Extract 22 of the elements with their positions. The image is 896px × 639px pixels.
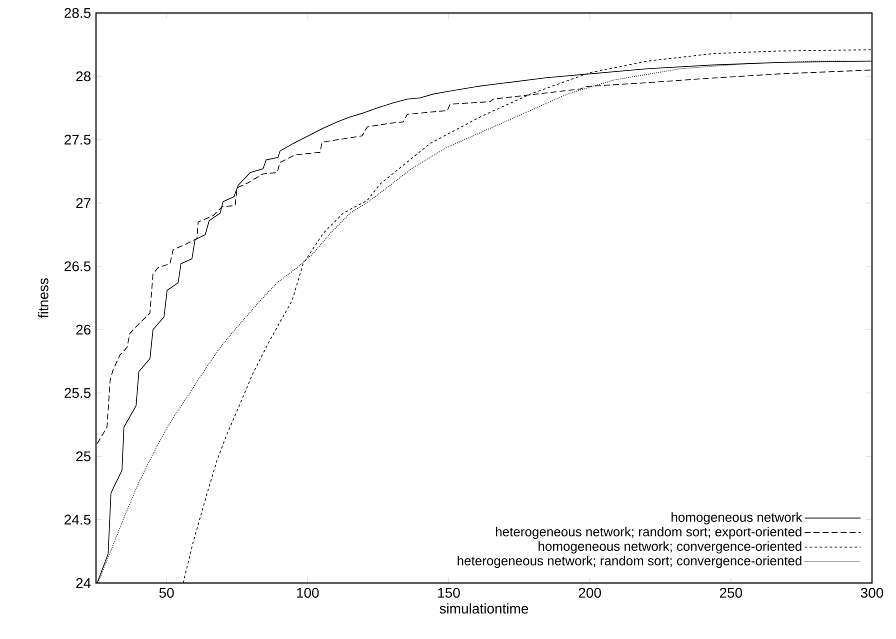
y-tick-label: 27.5	[64, 134, 91, 145]
y-tick-label: 24.5	[64, 514, 91, 525]
legend-label: heterogeneous network; random sort; convergence-oriented	[458, 556, 802, 568]
y-tick-label: 24	[76, 578, 91, 588]
y-tick-label: 27	[76, 198, 90, 208]
x-tick-label: 100	[297, 588, 319, 598]
legend-label: homogeneous network; convergence-oriented	[538, 541, 802, 554]
y-tick-label: 25.5	[64, 388, 91, 398]
y-tick-label: 28	[76, 71, 91, 82]
x-tick-label: 50	[159, 588, 174, 598]
legend-label: homogeneous network	[672, 512, 802, 524]
x-axis-title: simulationtime	[440, 603, 528, 614]
y-tick-label: 25	[76, 451, 91, 462]
y-axis-title: fitness	[38, 278, 48, 318]
y-tick-label: 26	[76, 324, 91, 335]
y-tick-label: 28.5	[64, 8, 91, 18]
x-tick-label: 250	[720, 588, 742, 598]
x-tick-label: 150	[438, 588, 460, 598]
x-tick-label: 300	[860, 588, 884, 598]
legend-label: heterogeneous network; random sort; export-oriented	[496, 526, 802, 539]
y-tick-label: 26.5	[64, 261, 91, 272]
x-tick-label: 200	[578, 588, 601, 598]
